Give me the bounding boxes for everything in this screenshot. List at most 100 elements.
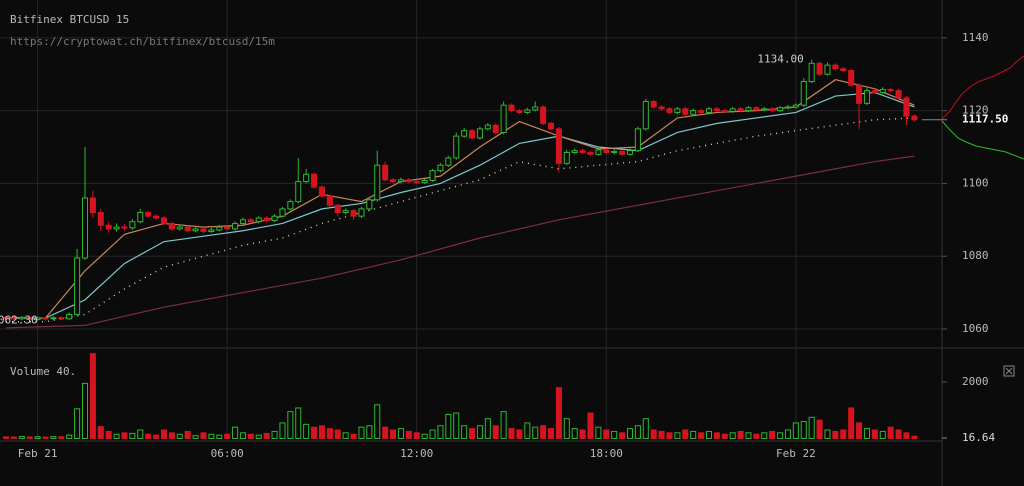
candle-body: [445, 157, 452, 166]
candle-body: [397, 179, 404, 183]
candle-body: [224, 226, 231, 230]
candle-body: [555, 128, 562, 164]
candle-body: [721, 110, 728, 113]
candle-body: [18, 316, 25, 320]
volume-bar: [863, 428, 870, 439]
volume-bar: [311, 426, 318, 439]
volume-bar: [587, 412, 594, 439]
candle-body: [579, 150, 586, 153]
candle-body: [121, 226, 128, 229]
candle-body: [405, 179, 412, 183]
volume-bar: [2, 436, 10, 439]
candle-body: [563, 151, 570, 164]
candle-body: [832, 64, 839, 70]
y-tick-label: 1100: [962, 176, 989, 189]
candle-body: [634, 128, 641, 152]
x-tick-label: Feb 21: [18, 447, 58, 460]
volume-bar: [105, 430, 112, 439]
candle-body: [358, 208, 365, 217]
candle-body: [871, 90, 878, 93]
volume-bar: [753, 433, 760, 439]
candle-body: [2, 316, 10, 319]
volume-bar: [571, 428, 578, 439]
volume-bar: [66, 434, 73, 439]
candle-body: [10, 317, 17, 320]
volume-bar: [18, 435, 25, 439]
volume-bar: [563, 418, 570, 439]
candle-body: [674, 108, 681, 113]
indicator-line: [6, 91, 915, 319]
volume-bar: [658, 430, 665, 439]
volume-bar: [626, 428, 634, 439]
candle-body: [184, 226, 191, 232]
volume-bar: [508, 428, 515, 439]
candle-body: [145, 212, 152, 217]
candle-body: [856, 84, 863, 104]
candle-body: [287, 201, 294, 210]
volume-bar: [808, 416, 815, 439]
volume-bar: [326, 428, 333, 439]
volume-bar: [168, 432, 175, 439]
candle-body: [42, 317, 49, 320]
candle-body: [263, 217, 270, 222]
volume-bar: [468, 428, 476, 439]
candle-body: [769, 108, 776, 112]
volume-bar: [634, 425, 641, 439]
volume-bar: [611, 430, 618, 439]
chart-subtitle: https://cryptowat.ch/bitfinex/btcusd/15m: [10, 35, 275, 48]
candle-body: [200, 228, 207, 232]
close-cross[interactable]: [1005, 367, 1013, 375]
volume-bar: [89, 353, 96, 439]
candle-body: [484, 124, 491, 130]
volume-bar: [208, 433, 215, 439]
candle-body: [784, 106, 792, 109]
volume-bar: [832, 430, 839, 439]
volume-bar: [81, 382, 89, 439]
volume-bar: [445, 413, 452, 439]
volume-bar: [350, 433, 357, 439]
candle-body: [887, 89, 894, 92]
volume-bar: [698, 432, 705, 439]
volume-bar: [429, 429, 436, 439]
volume-bar: [887, 426, 894, 439]
volume-bar: [484, 418, 491, 439]
volume-bar: [650, 429, 657, 439]
x-tick-label: 06:00: [211, 447, 244, 460]
volume-bar: [737, 430, 744, 439]
candle-body: [626, 150, 634, 155]
candle-body: [232, 222, 239, 230]
candle-body: [421, 180, 428, 184]
close-box[interactable]: [1003, 365, 1015, 377]
close-button[interactable]: [1003, 365, 1015, 377]
candle-body: [863, 90, 870, 104]
volume-bar: [382, 426, 389, 439]
volume-bar: [342, 432, 349, 439]
candle-body: [374, 164, 381, 201]
volume-bar: [390, 429, 397, 439]
candle-body: [168, 222, 175, 230]
volume-bar: [397, 428, 404, 439]
volume-bar: [374, 404, 381, 439]
candle-body: [603, 149, 610, 153]
volume-bar: [137, 429, 144, 439]
candle-body: [840, 68, 847, 72]
volume-bar: [492, 425, 499, 439]
volume-bar: [50, 436, 57, 439]
candle-body: [429, 170, 436, 182]
volume-bar: [642, 418, 649, 439]
y-tick-label: 2000: [962, 375, 989, 388]
candle-body: [690, 110, 697, 115]
candle-body: [192, 228, 199, 232]
volume-bar: [334, 429, 341, 439]
candle-body: [160, 217, 168, 224]
volume-bar: [800, 421, 807, 439]
volume-bar: [555, 387, 562, 439]
price-annotation: 1062.30: [0, 314, 38, 327]
candle-body: [745, 107, 752, 112]
volume-bar: [666, 432, 673, 439]
volume-bar: [74, 408, 81, 439]
candle-body: [492, 124, 499, 133]
volume-bar: [579, 429, 586, 439]
